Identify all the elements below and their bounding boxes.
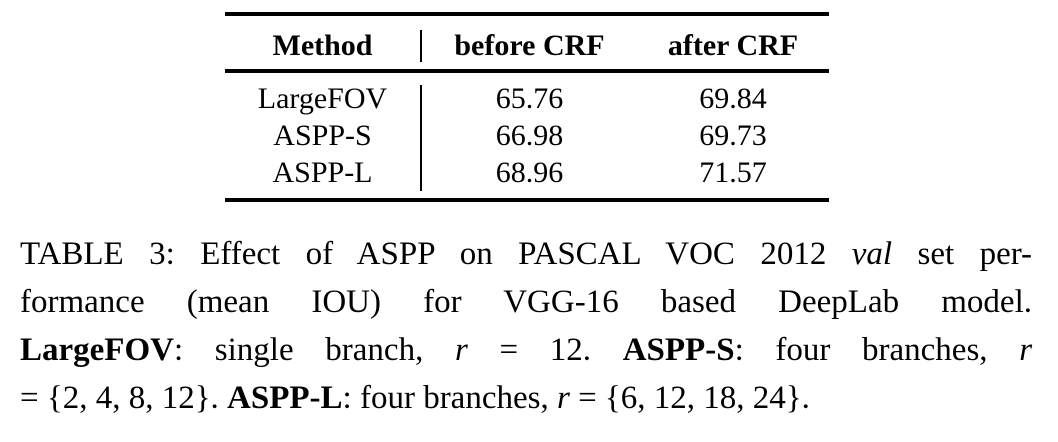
header-before-crf: before CRF — [454, 29, 605, 62]
header-after-crf: after CRF — [667, 29, 799, 62]
row-aspp-l-before-crf: 68.96 — [495, 156, 564, 189]
caption-term-aspp-l: ASPP-L — [227, 380, 343, 416]
table-top-rule — [225, 12, 829, 16]
row-aspp-s-before-crf: 66.98 — [495, 119, 564, 152]
caption-line-2: formance (mean IOU) for VGG-16 based Dee… — [20, 284, 1032, 320]
table-header-rule — [225, 69, 829, 73]
row-aspp-s-after-crf: 69.73 — [699, 119, 767, 152]
header-column-separator — [420, 30, 422, 62]
caption-r-3-value: = {6, 12, 18, 24}. — [578, 380, 810, 416]
header-method: Method — [272, 29, 373, 62]
caption-line-3: LargeFOV: single branch, r = 12. ASPP-S:… — [20, 326, 1032, 374]
caption-line-4: = {2, 4, 8, 12}. ASPP-L: four branches, … — [20, 374, 1032, 422]
row-largefov-after-crf: 69.84 — [699, 82, 767, 115]
caption-val-italic: val — [851, 236, 893, 272]
table-caption: TABLE 3: Effect of ASPP on PASCAL VOC 20… — [20, 230, 1032, 422]
caption-line-1: TABLE 3: Effect of ASPP on PASCAL VOC 20… — [20, 230, 1032, 278]
caption-r-2: r — [1019, 332, 1033, 368]
caption-term-largefov-desc: : single branch, — [173, 332, 424, 368]
caption-r-2-value: = {2, 4, 8, 12}. — [20, 380, 219, 416]
body-column-separator — [420, 85, 422, 191]
caption-r-3: r — [556, 380, 570, 416]
caption-r-1: r — [455, 332, 468, 368]
row-aspp-l-method: ASPP-L — [272, 156, 373, 189]
row-largefov-before-crf: 65.76 — [495, 82, 564, 115]
caption-label: TABLE 3: — [20, 236, 175, 272]
caption-r-1-value: = 12. — [499, 332, 592, 368]
caption-term-aspp-s: ASPP-S — [622, 332, 735, 368]
caption-line1-text: Effect of ASPP on PASCAL VOC 2012 — [200, 236, 827, 272]
caption-line1-end: set per- — [917, 236, 1033, 272]
row-largefov-method: LargeFOV — [257, 82, 388, 115]
row-aspp-s-method: ASPP-S — [273, 119, 372, 152]
row-aspp-l-after-crf: 71.57 — [699, 156, 767, 189]
caption-term-largefov: LargeFOV — [20, 332, 174, 368]
caption-term-aspp-s-desc: : four branches, — [734, 332, 988, 368]
table-bottom-rule — [225, 198, 829, 202]
caption-term-aspp-l-desc: : four branches, — [342, 380, 549, 416]
